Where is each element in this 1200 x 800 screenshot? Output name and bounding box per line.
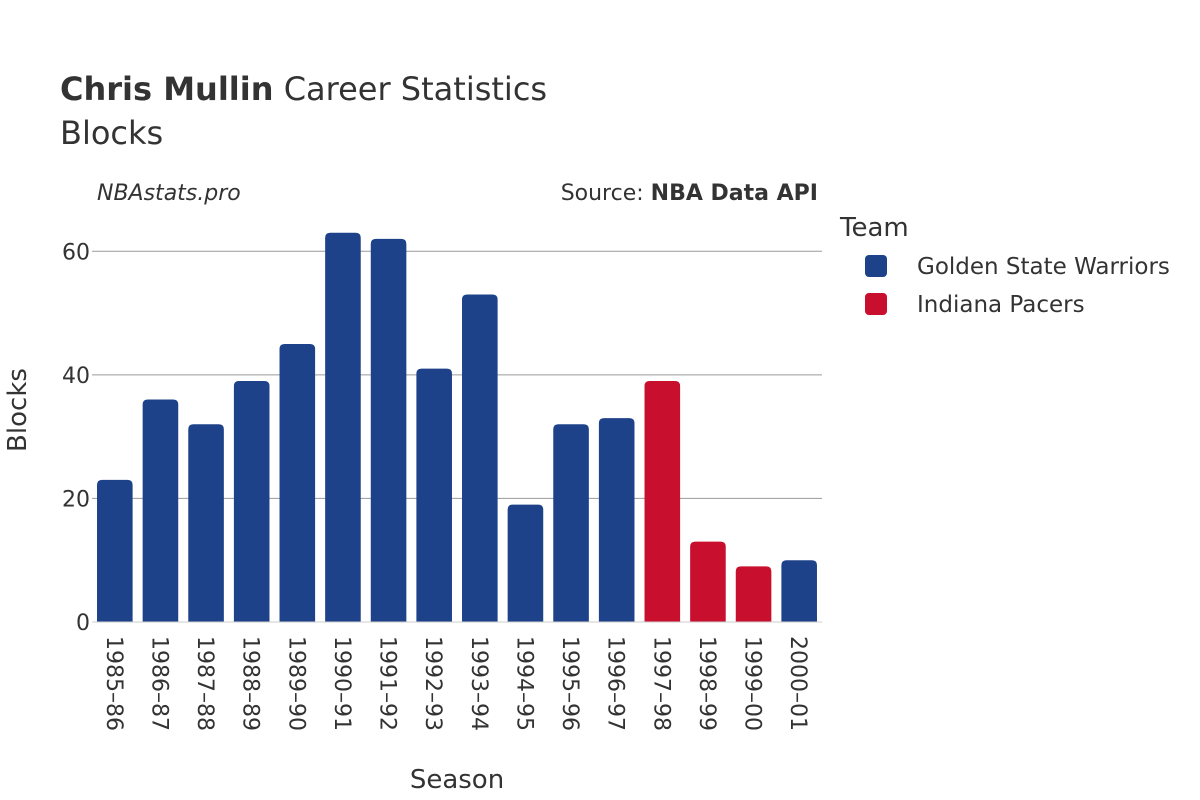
legend-label: Indiana Pacers [917,292,1085,318]
bar [462,294,498,622]
watermark: NBAstats.pro [97,181,241,206]
x-tick-label: 1989–90 [283,636,308,731]
bar [598,418,635,622]
x-tick-label: 1986–87 [146,636,171,731]
x-tick-label: 1990–91 [329,636,354,731]
bar [644,381,681,622]
chart-title-rest: Career Statistics [274,70,548,108]
x-tick-label: 1991–92 [375,636,400,731]
legend-items: Golden State Warriors Indiana Pacers [865,254,1170,318]
legend-label: Golden State Warriors [917,254,1170,280]
chart-title-player: Chris Mullin [60,70,274,108]
bar [416,368,452,622]
bar [188,424,224,622]
bar [553,424,589,622]
bar [279,343,316,622]
chart-title: Chris Mullin Career Statistics [60,70,547,108]
x-axis-title: Season [410,765,504,795]
bar [97,479,133,622]
y-tick-label: 0 [76,611,90,636]
y-tick-label: 60 [62,240,90,265]
x-tick-label: 1988–89 [238,636,263,731]
source-prefix: Source: [561,181,651,206]
x-tick-label: 1985–86 [101,636,126,731]
x-tick-label: 1996–97 [603,636,628,731]
legend-swatch [865,255,887,277]
bar [507,504,544,622]
x-tick-label: 1997–98 [648,636,673,731]
x-tick-label: 2000–01 [785,636,810,731]
bar [233,381,270,622]
y-tick-label: 20 [62,487,90,512]
y-axis-title: Blocks [3,368,33,452]
legend-title: Team [839,213,909,243]
x-tick-label: 1999–00 [740,636,765,731]
x-tick-label: 1994–95 [511,636,536,731]
x-tick-label: 1992–93 [420,636,445,731]
bar [325,232,361,622]
source-label: Source: NBA Data API [561,181,818,206]
legend-swatch [865,293,887,315]
bars [97,232,817,623]
bar [142,399,179,622]
x-tick-label: 1987–88 [192,636,217,731]
x-tick-label: 1998–99 [694,636,719,731]
bar [690,541,726,622]
bar [370,238,407,623]
chart-subtitle: Blocks [60,114,163,152]
x-tick-label: 1993–94 [466,636,491,731]
legend: Team Golden State Warriors Indiana Pacers [839,213,1170,318]
y-tick-label: 40 [62,364,90,389]
bar [735,566,772,622]
x-tick-label: 1995–96 [557,636,582,731]
bar [781,560,817,622]
source-name: NBA Data API [651,181,818,206]
y-axis-ticks: 0 20 40 60 [62,240,90,636]
x-axis-ticks: 1985–86 1986–87 1987–88 1988–89 1989–90 1990–… [101,636,810,731]
